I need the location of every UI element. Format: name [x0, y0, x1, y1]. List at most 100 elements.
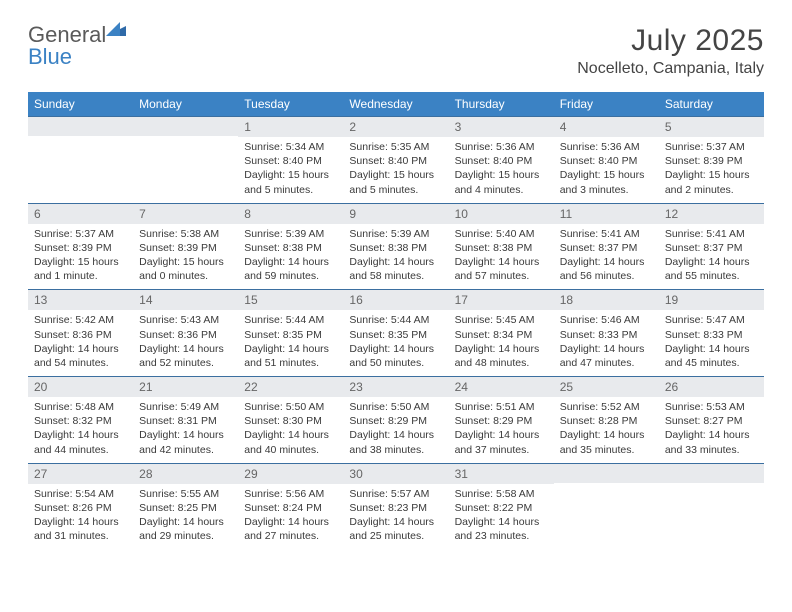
day-number: 31	[449, 463, 554, 484]
day-details: Sunrise: 5:50 AMSunset: 8:29 PMDaylight:…	[343, 397, 448, 463]
day-detail-line: Daylight: 14 hours	[665, 428, 758, 442]
day-number: 24	[449, 376, 554, 397]
calendar-week-row: 1Sunrise: 5:34 AMSunset: 8:40 PMDaylight…	[28, 116, 764, 203]
day-detail-line: and 42 minutes.	[139, 443, 232, 457]
day-header: Monday	[133, 92, 238, 116]
day-details: Sunrise: 5:49 AMSunset: 8:31 PMDaylight:…	[133, 397, 238, 463]
day-detail-line: Sunset: 8:38 PM	[244, 241, 337, 255]
day-number: 2	[343, 116, 448, 137]
day-number: 28	[133, 463, 238, 484]
day-detail-line: Sunrise: 5:34 AM	[244, 140, 337, 154]
calendar-week-row: 6Sunrise: 5:37 AMSunset: 8:39 PMDaylight…	[28, 203, 764, 290]
day-detail-line: and 40 minutes.	[244, 443, 337, 457]
day-detail-line: Sunrise: 5:49 AM	[139, 400, 232, 414]
day-detail-line: Sunset: 8:39 PM	[665, 154, 758, 168]
calendar-day-cell: 8Sunrise: 5:39 AMSunset: 8:38 PMDaylight…	[238, 203, 343, 290]
day-detail-line: Daylight: 14 hours	[244, 428, 337, 442]
calendar-week-row: 13Sunrise: 5:42 AMSunset: 8:36 PMDayligh…	[28, 289, 764, 376]
day-number: 10	[449, 203, 554, 224]
day-number: 13	[28, 289, 133, 310]
calendar-day-cell: 13Sunrise: 5:42 AMSunset: 8:36 PMDayligh…	[28, 289, 133, 376]
day-detail-line: and 35 minutes.	[560, 443, 653, 457]
calendar-day-cell: 30Sunrise: 5:57 AMSunset: 8:23 PMDayligh…	[343, 463, 448, 550]
day-detail-line: Sunrise: 5:37 AM	[665, 140, 758, 154]
empty-day-body	[659, 483, 764, 543]
day-detail-line: Sunrise: 5:39 AM	[244, 227, 337, 241]
day-details: Sunrise: 5:39 AMSunset: 8:38 PMDaylight:…	[238, 224, 343, 290]
day-detail-line: and 31 minutes.	[34, 529, 127, 543]
day-detail-line: and 29 minutes.	[139, 529, 232, 543]
day-detail-line: Sunset: 8:40 PM	[455, 154, 548, 168]
day-number: 4	[554, 116, 659, 137]
day-detail-line: Sunset: 8:32 PM	[34, 414, 127, 428]
day-details: Sunrise: 5:56 AMSunset: 8:24 PMDaylight:…	[238, 484, 343, 550]
day-number: 21	[133, 376, 238, 397]
day-details: Sunrise: 5:47 AMSunset: 8:33 PMDaylight:…	[659, 310, 764, 376]
day-detail-line: Sunrise: 5:47 AM	[665, 313, 758, 327]
day-detail-line: Sunrise: 5:35 AM	[349, 140, 442, 154]
day-detail-line: and 33 minutes.	[665, 443, 758, 457]
day-number: 12	[659, 203, 764, 224]
day-details: Sunrise: 5:34 AMSunset: 8:40 PMDaylight:…	[238, 137, 343, 203]
day-detail-line: Daylight: 14 hours	[349, 428, 442, 442]
day-detail-line: Daylight: 14 hours	[455, 515, 548, 529]
day-detail-line: and 52 minutes.	[139, 356, 232, 370]
calendar-day-cell: 31Sunrise: 5:58 AMSunset: 8:22 PMDayligh…	[449, 463, 554, 550]
empty-day-strip	[554, 463, 659, 483]
calendar-day-cell: 11Sunrise: 5:41 AMSunset: 8:37 PMDayligh…	[554, 203, 659, 290]
day-detail-line: Daylight: 14 hours	[244, 515, 337, 529]
calendar-body: 1Sunrise: 5:34 AMSunset: 8:40 PMDaylight…	[28, 116, 764, 549]
empty-day-strip	[133, 116, 238, 136]
day-detail-line: Sunset: 8:28 PM	[560, 414, 653, 428]
calendar-day-cell: 15Sunrise: 5:44 AMSunset: 8:35 PMDayligh…	[238, 289, 343, 376]
day-number: 14	[133, 289, 238, 310]
day-number: 30	[343, 463, 448, 484]
calendar-day-cell: 28Sunrise: 5:55 AMSunset: 8:25 PMDayligh…	[133, 463, 238, 550]
day-detail-line: Sunset: 8:38 PM	[349, 241, 442, 255]
day-detail-line: and 44 minutes.	[34, 443, 127, 457]
day-number: 23	[343, 376, 448, 397]
day-detail-line: Daylight: 14 hours	[349, 515, 442, 529]
calendar-day-cell: 24Sunrise: 5:51 AMSunset: 8:29 PMDayligh…	[449, 376, 554, 463]
day-details: Sunrise: 5:40 AMSunset: 8:38 PMDaylight:…	[449, 224, 554, 290]
day-header: Thursday	[449, 92, 554, 116]
day-detail-line: Sunset: 8:24 PM	[244, 501, 337, 515]
day-number: 5	[659, 116, 764, 137]
day-number: 8	[238, 203, 343, 224]
day-detail-line: and 25 minutes.	[349, 529, 442, 543]
day-detail-line: Sunset: 8:27 PM	[665, 414, 758, 428]
day-detail-line: and 48 minutes.	[455, 356, 548, 370]
calendar-day-cell: 26Sunrise: 5:53 AMSunset: 8:27 PMDayligh…	[659, 376, 764, 463]
day-detail-line: Sunset: 8:39 PM	[34, 241, 127, 255]
calendar-day-cell: 16Sunrise: 5:44 AMSunset: 8:35 PMDayligh…	[343, 289, 448, 376]
day-detail-line: Sunset: 8:25 PM	[139, 501, 232, 515]
day-detail-line: Sunrise: 5:38 AM	[139, 227, 232, 241]
day-detail-line: Daylight: 14 hours	[665, 255, 758, 269]
day-detail-line: and 3 minutes.	[560, 183, 653, 197]
day-detail-line: Sunrise: 5:36 AM	[455, 140, 548, 154]
day-header: Saturday	[659, 92, 764, 116]
day-detail-line: Daylight: 14 hours	[455, 428, 548, 442]
day-detail-line: Sunset: 8:40 PM	[349, 154, 442, 168]
day-detail-line: Sunset: 8:30 PM	[244, 414, 337, 428]
day-number: 17	[449, 289, 554, 310]
day-details: Sunrise: 5:41 AMSunset: 8:37 PMDaylight:…	[554, 224, 659, 290]
day-detail-line: Sunrise: 5:44 AM	[349, 313, 442, 327]
logo-word2: Blue	[28, 44, 72, 69]
day-header-row: Sunday Monday Tuesday Wednesday Thursday…	[28, 92, 764, 116]
day-number: 1	[238, 116, 343, 137]
empty-day-body	[133, 136, 238, 196]
calendar-day-cell	[28, 116, 133, 203]
day-detail-line: and 45 minutes.	[665, 356, 758, 370]
day-detail-line: and 23 minutes.	[455, 529, 548, 543]
day-detail-line: Sunrise: 5:58 AM	[455, 487, 548, 501]
day-details: Sunrise: 5:53 AMSunset: 8:27 PMDaylight:…	[659, 397, 764, 463]
day-number: 11	[554, 203, 659, 224]
day-detail-line: Daylight: 14 hours	[139, 342, 232, 356]
calendar-day-cell: 22Sunrise: 5:50 AMSunset: 8:30 PMDayligh…	[238, 376, 343, 463]
day-number: 25	[554, 376, 659, 397]
calendar-day-cell: 10Sunrise: 5:40 AMSunset: 8:38 PMDayligh…	[449, 203, 554, 290]
day-detail-line: and 56 minutes.	[560, 269, 653, 283]
day-detail-line: and 50 minutes.	[349, 356, 442, 370]
day-detail-line: Sunrise: 5:56 AM	[244, 487, 337, 501]
